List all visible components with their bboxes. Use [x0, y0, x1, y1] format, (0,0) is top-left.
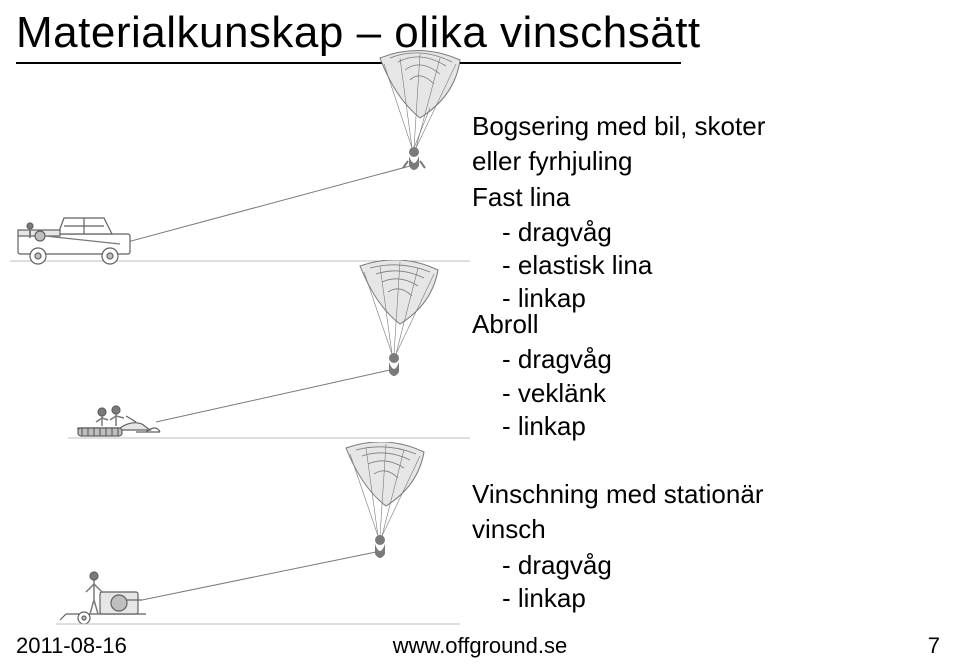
section-2: Abroll - dragvåg - veklänk - linkap — [472, 308, 612, 443]
footer-page: 7 — [928, 633, 940, 659]
section3-heading-l2: vinsch — [472, 513, 763, 546]
section2-item-1: - veklänk — [472, 377, 612, 410]
section3-heading-l1: Vinschning med stationär — [472, 478, 763, 511]
section3-item-0: - dragvåg — [472, 549, 763, 582]
section1-heading-l2: eller fyrhjuling — [472, 145, 765, 178]
footer-url: www.offground.se — [0, 633, 960, 659]
section2-heading: Abroll — [472, 308, 612, 341]
section1-item-0: - dragvåg — [472, 216, 765, 249]
section2-item-2: - linkap — [472, 410, 612, 443]
section1-heading-l1: Bogsering med bil, skoter — [472, 110, 765, 143]
section3-item-1: - linkap — [472, 582, 763, 615]
illustration-snowmobile-tow — [60, 260, 480, 450]
section1-item-1: - elastisk lina — [472, 249, 765, 282]
section-1: Bogsering med bil, skoter eller fyrhjuli… — [472, 110, 765, 316]
section-3: Vinschning med stationär vinsch - dragvå… — [472, 478, 763, 615]
section2-item-0: - dragvåg — [472, 343, 612, 376]
illustration-car-tow — [0, 48, 480, 278]
illustration-winch — [50, 442, 470, 632]
section1-sub: Fast lina — [472, 181, 765, 214]
